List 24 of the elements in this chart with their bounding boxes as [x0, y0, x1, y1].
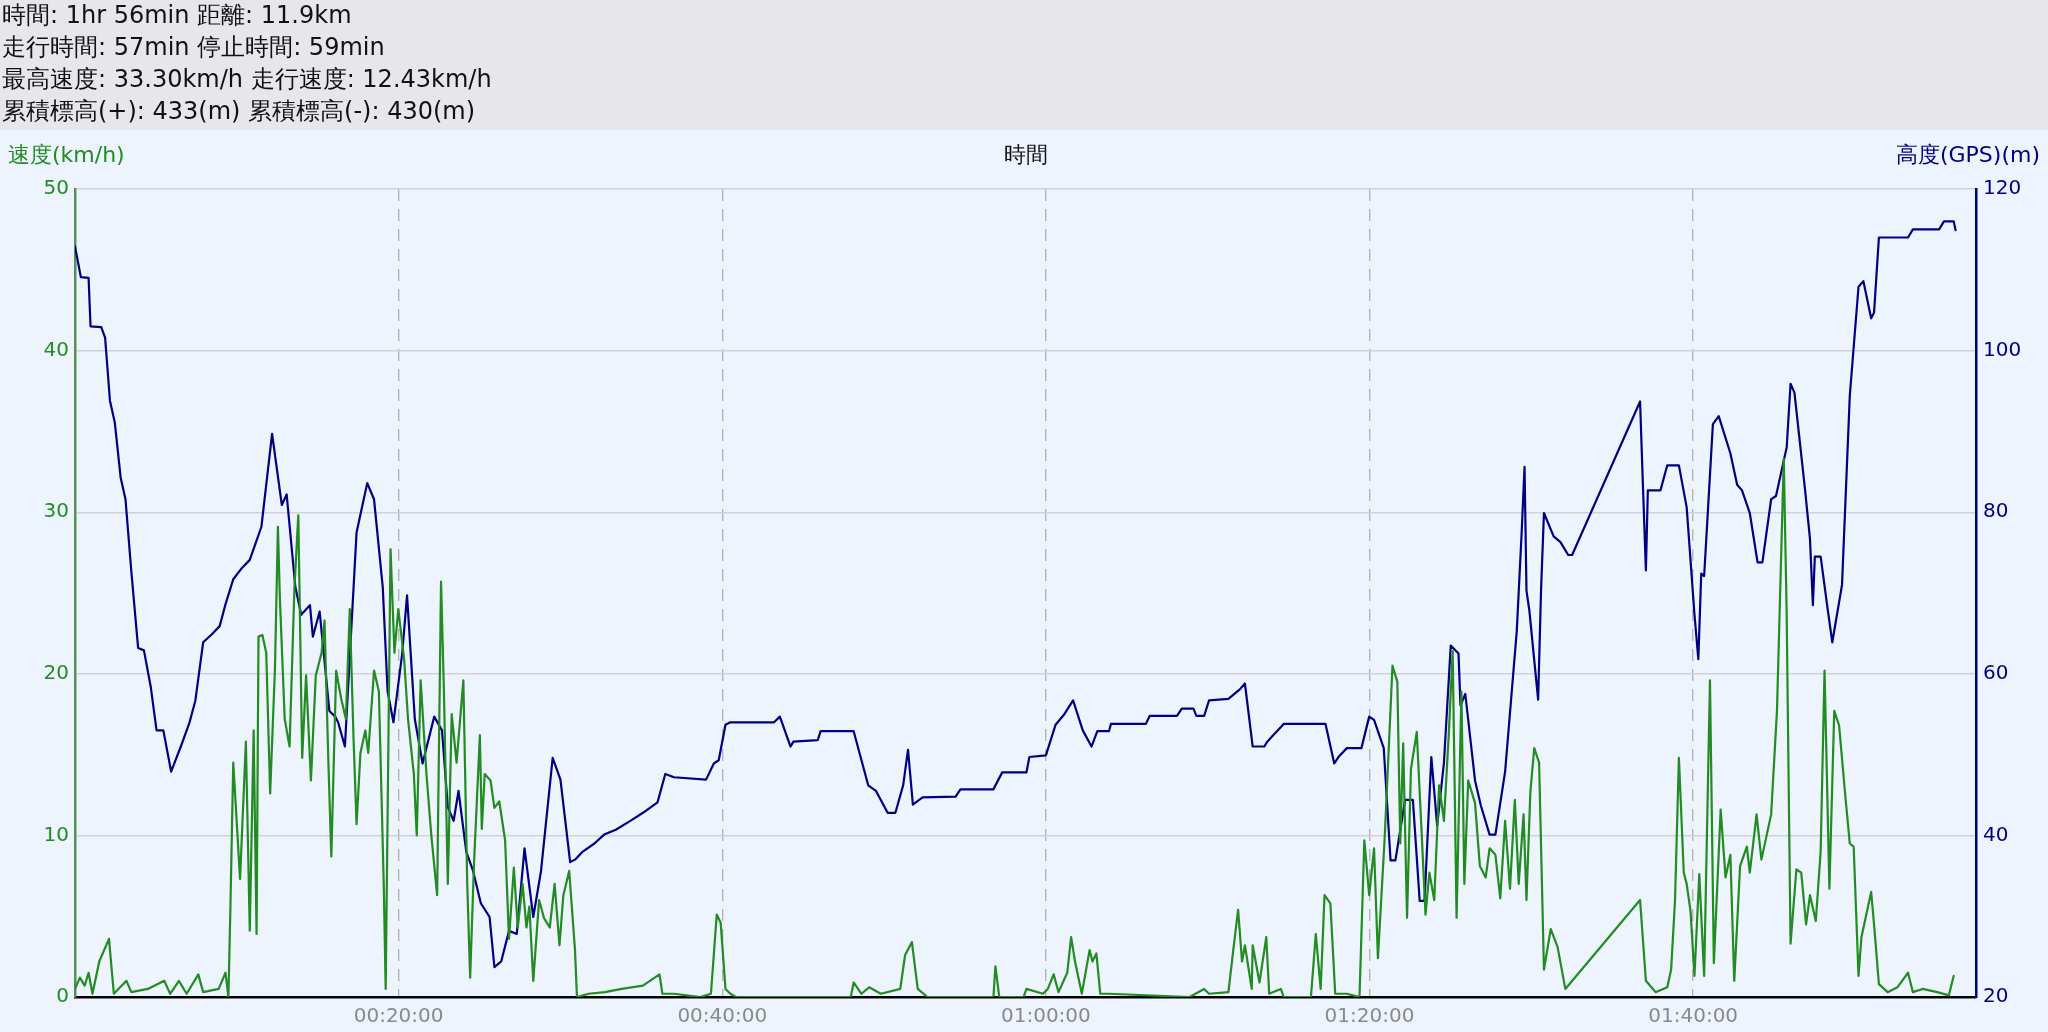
x-axis-title: 時間: [1003, 141, 1048, 169]
x-tick-label: 01:40:00: [1648, 1003, 1739, 1028]
y-tick-label: 0: [56, 983, 69, 1008]
y-tick-label: 10: [43, 821, 69, 846]
y2-axis-title: 高度(GPS)(m): [1895, 141, 2040, 169]
y-axis-title: 速度(km/h): [8, 141, 125, 169]
x-tick-label: 00:20:00: [353, 1003, 444, 1028]
text: 走行時間: 57min 停止時間: 59min: [2, 32, 385, 62]
y-tick-label: 40: [43, 336, 69, 361]
y-tick-label: 30: [43, 498, 69, 523]
x-tick-label: 00:40:00: [677, 1003, 768, 1028]
text: 最高速度: 33.30km/h 走行速度: 12.43km/h: [2, 64, 492, 94]
x-tick-label: 01:00:00: [1000, 1003, 1091, 1028]
y2-tick-label: 40: [1983, 821, 2009, 846]
y-tick-label: 20: [43, 660, 69, 684]
x-tick-label: 01:20:00: [1324, 1003, 1415, 1028]
y2-tick-label: 120: [1983, 175, 2022, 200]
text: 累積標高(+): 433(m) 累積標高(-): 430(m): [2, 96, 476, 126]
y2-tick-label: 20: [1983, 983, 2009, 1008]
text: 時間: 1hr 56min 距離: 11.9km: [2, 0, 352, 30]
y2-tick-label: 100: [1983, 336, 2022, 361]
y2-tick-label: 80: [1983, 498, 2009, 523]
y2-tick-label: 60: [1983, 660, 2009, 684]
y-tick-label: 50: [43, 175, 69, 200]
